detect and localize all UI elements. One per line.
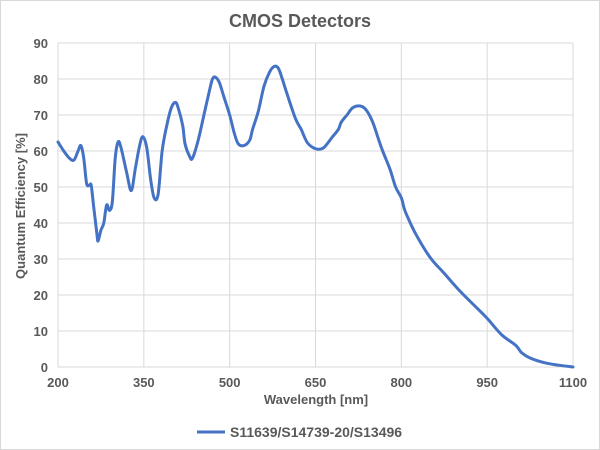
y-tick-label: 30 bbox=[34, 252, 48, 267]
x-tick-label: 350 bbox=[133, 375, 155, 390]
y-tick-label: 40 bbox=[34, 216, 48, 231]
x-tick-label: 500 bbox=[219, 375, 241, 390]
x-ticks: 200 350 500 650 800 950 1100 bbox=[47, 375, 587, 390]
x-tick-label: 1100 bbox=[559, 375, 587, 390]
y-tick-label: 50 bbox=[34, 180, 48, 195]
chart-title: CMOS Detectors bbox=[229, 11, 371, 31]
x-tick-label: 200 bbox=[47, 375, 69, 390]
y-tick-label: 90 bbox=[34, 36, 48, 51]
series-line bbox=[56, 64, 575, 369]
y-ticks: 0 10 20 30 40 50 60 70 80 90 bbox=[34, 36, 48, 375]
grid bbox=[57, 42, 574, 368]
y-tick-label: 20 bbox=[34, 288, 48, 303]
x-tick-label: 650 bbox=[305, 375, 327, 390]
y-tick-label: 10 bbox=[34, 324, 48, 339]
y-tick-label: 60 bbox=[34, 144, 48, 159]
y-tick-label: 0 bbox=[41, 360, 48, 375]
x-tick-label: 800 bbox=[390, 375, 412, 390]
y-tick-label: 80 bbox=[34, 72, 48, 87]
x-tick-label: 950 bbox=[476, 375, 498, 390]
x-axis-label: Wavelength [nm] bbox=[264, 392, 368, 407]
y-axis-label: Quantum Efficiency [%] bbox=[13, 133, 28, 279]
y-tick-label: 70 bbox=[34, 108, 48, 123]
legend-label: S11639/S14739-20/S13496 bbox=[230, 424, 402, 440]
